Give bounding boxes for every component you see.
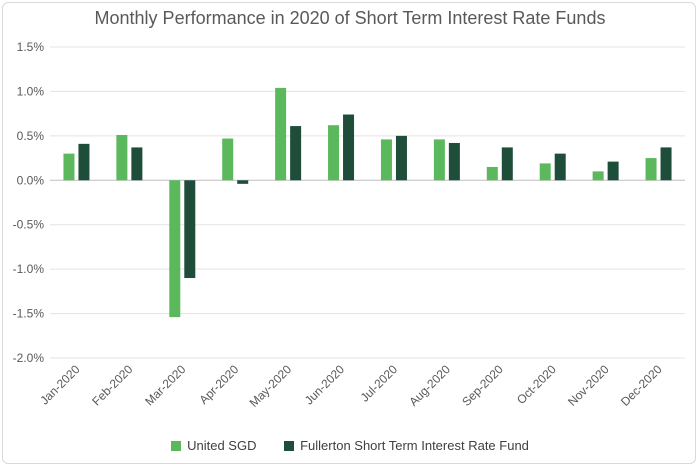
bar-united-sgd — [433, 139, 445, 181]
bar-united-sgd — [645, 158, 657, 181]
bar-fullerton — [554, 153, 566, 181]
y-tick-label: 1.0% — [17, 84, 45, 98]
bar-fullerton — [237, 180, 249, 184]
y-tick-label: -2.0% — [13, 351, 45, 365]
bar-united-sgd — [592, 171, 604, 181]
y-tick-label: -0.5% — [13, 218, 45, 232]
bar-fullerton — [343, 114, 355, 181]
bar-fullerton — [395, 135, 407, 181]
x-tick-label: Apr-2020 — [197, 362, 242, 407]
bar-united-sgd — [328, 125, 340, 181]
y-tick-label: -1.5% — [13, 307, 45, 321]
x-tick-label: Nov-2020 — [565, 362, 612, 409]
bar-fullerton — [290, 126, 302, 181]
legend-swatch-united-sgd — [171, 440, 182, 451]
bar-united-sgd — [539, 163, 551, 181]
bar-united-sgd — [275, 87, 287, 181]
bar-united-sgd — [486, 166, 498, 181]
bar-united-sgd — [169, 180, 181, 318]
legend-label-fullerton: Fullerton Short Term Interest Rate Fund — [300, 438, 529, 453]
bar-united-sgd — [63, 153, 75, 181]
bar-united-sgd — [222, 138, 234, 181]
x-tick-label: Aug-2020 — [406, 362, 453, 409]
x-tick-label: Feb-2020 — [89, 362, 135, 408]
bar-united-sgd — [380, 139, 392, 181]
x-tick-label: Jul-2020 — [358, 362, 401, 405]
x-tick-label: Jun-2020 — [302, 362, 348, 408]
chart-title: Monthly Performance in 2020 of Short Ter… — [94, 8, 606, 28]
legend-swatch-fullerton — [284, 440, 295, 451]
bar-fullerton — [607, 161, 619, 181]
bar-fullerton — [131, 147, 143, 181]
x-tick-label: May-2020 — [247, 362, 295, 410]
bar-fullerton — [660, 147, 672, 181]
legend-item-fullerton: Fullerton Short Term Interest Rate Fund — [284, 438, 529, 453]
y-tick-label: -1.0% — [13, 262, 45, 276]
chart-legend: United SGD Fullerton Short Term Interest… — [0, 438, 700, 454]
bar-fullerton — [184, 180, 196, 279]
x-tick-label: Jan-2020 — [37, 362, 83, 408]
bar-fullerton — [448, 142, 460, 181]
x-tick-label: Dec-2020 — [618, 362, 665, 409]
x-tick-label: Mar-2020 — [142, 362, 188, 408]
y-tick-label: 1.5% — [17, 40, 45, 54]
chart-frame — [2, 2, 696, 464]
bar-fullerton — [78, 143, 90, 181]
legend-item-united-sgd: United SGD — [171, 438, 256, 453]
x-tick-label: Sep-2020 — [459, 362, 506, 409]
bar-fullerton — [501, 147, 513, 181]
y-tick-label: 0.5% — [17, 129, 45, 143]
x-tick-label: Oct-2020 — [514, 362, 559, 407]
y-tick-label: 0.0% — [17, 173, 45, 187]
bar-united-sgd — [116, 134, 128, 181]
legend-label-united-sgd: United SGD — [187, 438, 257, 453]
